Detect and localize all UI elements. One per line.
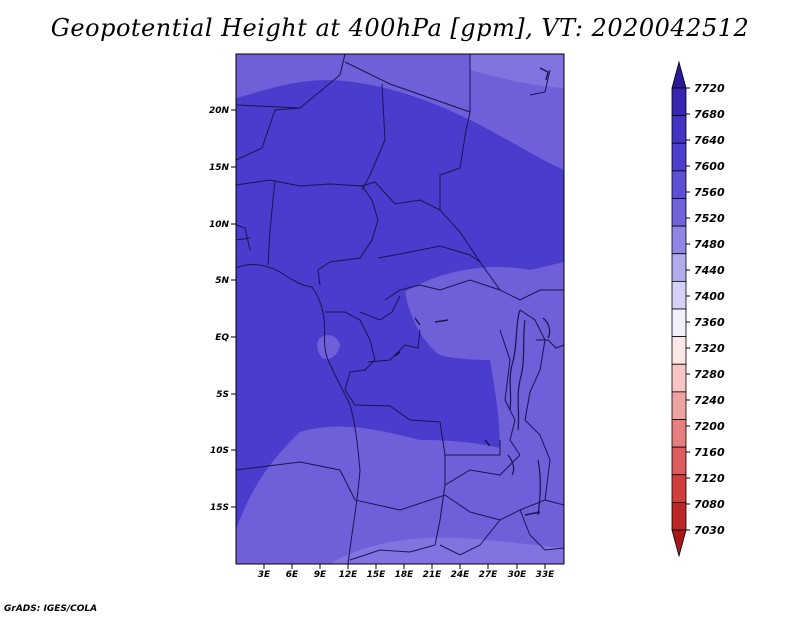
height-field — [236, 54, 564, 564]
colorbar-arrow-bottom — [671, 529, 687, 558]
colorbar-swatch — [671, 446, 687, 476]
colorbar-label: 7560 — [694, 186, 725, 199]
lon-tick: 15E — [367, 564, 387, 580]
colorbar-arrow-top — [671, 60, 687, 89]
svg-text:27E: 27E — [479, 570, 499, 580]
field-south-edge — [330, 537, 564, 564]
colorbar-label: 7480 — [694, 238, 725, 251]
svg-text:30E: 30E — [508, 570, 528, 580]
colorbar-label: 7600 — [694, 160, 725, 173]
svg-text:21E: 21E — [423, 570, 443, 580]
lat-tick: 15N — [209, 163, 236, 173]
lon-tick: 9E — [314, 564, 327, 580]
lat-tick: 20N — [209, 106, 236, 116]
lat-axis: 20N 15N 10N 5N EQ 5S 10S 15S — [209, 106, 236, 513]
svg-text:EQ: EQ — [215, 333, 229, 343]
lat-tick: 5N — [215, 276, 236, 286]
colorbar-label: 7720 — [694, 82, 725, 95]
svg-text:24E: 24E — [451, 570, 471, 580]
colorbar-label: 7640 — [694, 134, 725, 147]
svg-text:5N: 5N — [215, 276, 229, 286]
colorbar-swatch — [671, 253, 687, 282]
svg-text:10S: 10S — [210, 446, 229, 456]
colorbar-label: 7280 — [694, 368, 725, 381]
svg-text:6E: 6E — [286, 570, 299, 580]
colorbar-swatch — [671, 280, 687, 310]
svg-text:9E: 9E — [314, 570, 327, 580]
lon-tick: 21E — [423, 564, 443, 580]
colorbar-swatch — [671, 391, 687, 420]
borders — [236, 54, 564, 564]
svg-text:15E: 15E — [367, 570, 387, 580]
colorbar: 7720 7680 7640 7600 7560 7520 7480 7440 7400 7360… — [671, 60, 725, 558]
colorbar-swatch — [671, 115, 687, 144]
colorbar-label: 7030 — [694, 524, 725, 537]
svg-text:20N: 20N — [209, 106, 230, 116]
colorbar-swatch — [671, 198, 687, 227]
colorbar-swatch — [671, 87, 687, 117]
field-south — [236, 426, 564, 564]
colorbar-label: 7200 — [694, 420, 725, 433]
border-north-1 — [236, 54, 346, 109]
colorbar-swatch — [671, 142, 687, 172]
colorbar-swatch — [671, 474, 687, 503]
field-coast-patch — [317, 335, 340, 360]
svg-text:3E: 3E — [258, 570, 271, 580]
lon-tick: 3E — [258, 564, 271, 580]
colorbar-label: 7440 — [694, 264, 725, 277]
lon-tick: 30E — [508, 564, 528, 580]
lon-tick: 27E — [479, 564, 499, 580]
colorbar-label: 7360 — [694, 316, 725, 329]
colorbar-label: 7080 — [694, 498, 725, 511]
lon-tick: 33E — [536, 564, 556, 580]
svg-text:12E: 12E — [339, 570, 359, 580]
lat-tick: 10S — [210, 446, 236, 456]
lon-tick: 24E — [451, 564, 471, 580]
colorbar-swatch — [671, 336, 687, 365]
lon-tick: 6E — [286, 564, 299, 580]
colorbar-label: 7680 — [694, 108, 725, 121]
lat-tick: EQ — [215, 333, 236, 343]
svg-text:33E: 33E — [536, 570, 556, 580]
svg-text:5S: 5S — [216, 390, 229, 400]
svg-text:15S: 15S — [210, 503, 229, 513]
colorbar-swatch — [671, 170, 687, 199]
colorbar-label: 7240 — [694, 394, 725, 407]
colorbar-swatch — [671, 363, 687, 393]
field-northeast-patch — [470, 54, 564, 88]
lon-tick: 12E — [339, 564, 359, 580]
map-frame — [235, 53, 565, 565]
svg-text:18E: 18E — [395, 570, 415, 580]
lat-tick: 10N — [209, 220, 236, 230]
colorbar-label: 7160 — [694, 446, 725, 459]
svg-text:10N: 10N — [209, 220, 230, 230]
map-title: Geopotential Height at 400hPa [gpm], VT:… — [50, 14, 750, 42]
colorbar-swatch — [671, 501, 687, 531]
colorbar-label: 7320 — [694, 342, 725, 355]
colorbar-label: 7120 — [694, 472, 725, 485]
lat-tick: 15S — [210, 503, 236, 513]
svg-text:15N: 15N — [209, 163, 230, 173]
lat-tick: 5S — [216, 390, 236, 400]
colorbar-swatch — [671, 308, 687, 338]
lon-tick: 18E — [395, 564, 415, 580]
lon-axis: 3E 6E 9E 12E 15E 18E 21E 24E 27E 30E 33E — [258, 564, 555, 580]
coastline-west — [236, 264, 361, 564]
grads-credit: GrADS: IGES/COLA — [4, 604, 98, 614]
colorbar-swatch — [671, 419, 687, 448]
colorbar-label: 7400 — [694, 290, 725, 303]
colorbar-swatch — [671, 225, 687, 255]
colorbar-label: 7520 — [694, 212, 725, 225]
field-north-band — [236, 54, 564, 170]
